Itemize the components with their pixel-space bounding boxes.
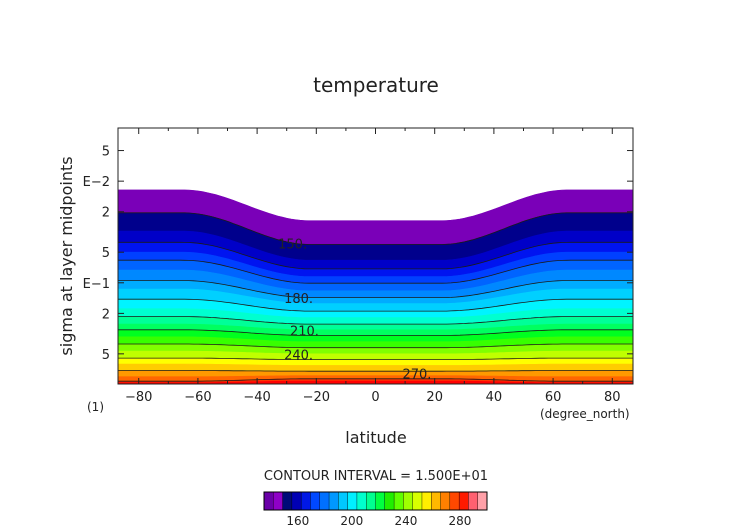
- colorbar-cell: [375, 491, 386, 511]
- contour-label: 150.: [278, 238, 307, 253]
- colorbar-tick-label: 280: [449, 514, 472, 528]
- contour-line: [118, 259, 633, 284]
- y-tick-label: E−1: [83, 277, 110, 292]
- contour-label: 270.: [402, 368, 431, 383]
- contour-line: [118, 370, 633, 372]
- colorbar-cell: [421, 491, 432, 511]
- x-tick-label: 60: [545, 390, 562, 405]
- y-axis-ticks: 5 E−2 2 5 E−1 2 5: [83, 145, 633, 363]
- colorbar-tick-label: 200: [340, 514, 363, 528]
- contour-interval-text: CONTOUR INTERVAL = 1.500E+01: [264, 469, 488, 484]
- colorbar-cell: [328, 491, 339, 511]
- contour-label: 180.: [284, 292, 313, 307]
- y-tick-label: 5: [102, 246, 110, 261]
- colorbar-cell: [431, 491, 442, 511]
- x-tick-label: −40: [243, 390, 270, 405]
- colorbar-cell: [356, 491, 367, 511]
- contour-label: 210.: [290, 324, 319, 339]
- contour-line: [118, 329, 633, 336]
- contour-line: [118, 298, 633, 312]
- colorbar-cell: [263, 491, 274, 511]
- x-tick-label: −80: [125, 390, 152, 405]
- contour-label: 240.: [284, 349, 313, 364]
- colorbar-cell: [310, 491, 321, 511]
- colorbar-cell: [393, 491, 404, 511]
- x-tick-label: 40: [486, 390, 503, 405]
- x-axis-label: latitude: [345, 428, 406, 447]
- colorbar-cell: [403, 491, 414, 511]
- contour-line: [118, 241, 633, 270]
- colorbar-cell: [338, 491, 349, 511]
- colorbar-cell: [366, 491, 376, 511]
- y-tick-label: 5: [102, 348, 110, 363]
- colorbar-cell: [440, 491, 451, 511]
- y-tick-label: 5: [102, 145, 110, 160]
- contour-line: [118, 343, 633, 349]
- colorbar-tick-label: 160: [286, 514, 309, 528]
- contour-line: [118, 357, 633, 360]
- colorbar: [263, 491, 488, 511]
- colorbar-labels: 160 200 240 280: [286, 514, 471, 528]
- x-tick-label: −60: [184, 390, 211, 405]
- colorbar-cell: [449, 491, 460, 511]
- x-axis-ticks: −80 −60 −40 −20 0 20 40 60 80: [125, 128, 621, 405]
- contour-fills: [118, 189, 633, 384]
- colorbar-tick-label: 240: [394, 514, 417, 528]
- x-tick-label: 0: [371, 390, 379, 405]
- contour-line: [118, 280, 633, 298]
- colorbar-cell: [319, 491, 330, 511]
- colorbar-cell: [273, 491, 284, 511]
- colorbar-cell: [412, 491, 423, 511]
- colorbar-cell: [300, 491, 311, 511]
- chart-title: temperature: [313, 73, 439, 97]
- y-tick-label: 2: [102, 307, 110, 322]
- colorbar-cell: [458, 491, 469, 511]
- y-tick-label: E−2: [83, 175, 110, 190]
- x-tick-label: 80: [604, 390, 621, 405]
- contour-labels: 150. 180. 210. 240. 270.: [278, 238, 431, 383]
- x-tick-label: −20: [303, 390, 330, 405]
- colorbar-cell: [384, 491, 395, 511]
- contour-lines: [118, 212, 633, 382]
- contour-line: [118, 316, 633, 325]
- y-corner-label: (1): [87, 400, 104, 414]
- colorbar-frame: [263, 491, 488, 511]
- contour-line: [118, 212, 633, 245]
- x-tick-label: 20: [426, 390, 443, 405]
- colorbar-cell: [347, 491, 358, 511]
- y-axis-label: sigma at layer midpoints: [57, 156, 76, 355]
- x-unit-label: (degree_north): [540, 407, 630, 421]
- colorbar-cell: [477, 491, 488, 511]
- y-tick-label: 2: [102, 206, 110, 221]
- colorbar-cell: [282, 491, 293, 511]
- colorbar-cell: [468, 491, 479, 511]
- colorbar-cell: [291, 491, 302, 511]
